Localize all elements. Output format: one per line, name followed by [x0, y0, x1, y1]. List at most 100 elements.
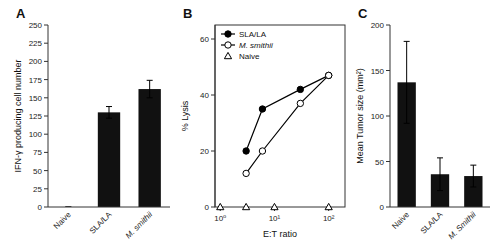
- line: [246, 75, 329, 151]
- y-tick-label: 150: [29, 94, 43, 103]
- y-tick: [44, 61, 48, 62]
- y-axis-label: % Lysis: [180, 100, 190, 131]
- series: [217, 203, 333, 209]
- y-tick: [386, 161, 390, 162]
- chart: NaiveSLA/LAM. smithii0255075100125150175…: [0, 0, 500, 252]
- point: [243, 148, 249, 154]
- bar: [98, 112, 120, 207]
- y-tick: [386, 207, 390, 208]
- plot-area: [398, 41, 483, 207]
- x-tick-label: 10²: [323, 214, 335, 223]
- y-tick: [44, 188, 48, 189]
- point: [297, 86, 303, 92]
- plot-area: [65, 80, 161, 207]
- y-tick: [44, 170, 48, 171]
- error-bar: [470, 165, 476, 187]
- y-tick-label: 0: [380, 203, 385, 212]
- panel-label: A: [16, 6, 26, 21]
- y-tick: [211, 95, 215, 96]
- point: [243, 170, 249, 176]
- point: [243, 203, 250, 209]
- legend-marker: [225, 42, 231, 48]
- error-cap: [147, 80, 153, 81]
- error-cap: [404, 123, 410, 124]
- y-tick-label: 225: [29, 39, 43, 48]
- point: [259, 148, 265, 154]
- series: [243, 72, 332, 154]
- y-tick-label: 250: [29, 21, 43, 30]
- y-tick-label: 25: [33, 185, 42, 194]
- error-cap: [470, 186, 476, 187]
- y-tick-label: 200: [371, 21, 385, 30]
- bar: [138, 89, 160, 207]
- y-tick: [211, 151, 215, 152]
- y-tick-label: 50: [375, 158, 384, 167]
- point: [297, 100, 303, 106]
- y-tick: [211, 207, 215, 208]
- error-cap: [437, 190, 443, 191]
- x-tick-label: M. smithii: [124, 210, 154, 240]
- line: [246, 75, 329, 173]
- panel-label: B: [183, 6, 192, 21]
- x-axis-line: [390, 207, 490, 208]
- x-tick-label: 10⁰: [214, 214, 226, 223]
- x-tick-label: SLA/LA: [419, 210, 445, 236]
- error-cap: [106, 118, 112, 119]
- x-tick-label: Naive: [390, 210, 411, 231]
- legend-marker: [225, 31, 231, 37]
- error-line: [406, 41, 407, 123]
- y-axis-line: [215, 25, 216, 207]
- x-tick-label: Naive: [52, 210, 73, 231]
- y-tick: [44, 116, 48, 117]
- y-tick-label: 200: [29, 57, 43, 66]
- y-axis-label: IFN-γ producing cell number: [13, 59, 23, 172]
- y-tick-label: 75: [33, 148, 42, 157]
- y-tick-label: 20: [200, 147, 209, 156]
- y-tick-label: 0: [205, 203, 210, 212]
- x-tick-label: M. Smithii: [447, 210, 478, 241]
- y-tick: [386, 25, 390, 26]
- y-tick: [386, 116, 390, 117]
- y-tick: [44, 207, 48, 208]
- x-axis-label: E:T ratio: [263, 229, 297, 239]
- legend-label: SLA/LA: [239, 30, 267, 39]
- point: [325, 72, 331, 78]
- point: [217, 203, 224, 209]
- panel: 0204060% LysisB10⁰10¹10²E:T ratioSLA/LAM…: [180, 6, 345, 239]
- y-tick-label: 100: [29, 130, 43, 139]
- point: [325, 203, 332, 209]
- error-bar: [404, 41, 410, 123]
- error-cap: [147, 97, 153, 98]
- panel: NaiveSLA/LAM. Smithii050100150200Mean Tu…: [355, 6, 490, 241]
- point: [325, 72, 331, 78]
- error-line: [440, 158, 441, 191]
- error-bar: [147, 80, 153, 97]
- y-tick: [44, 152, 48, 153]
- legend-label: Naive: [239, 52, 260, 61]
- error-bar: [106, 107, 112, 119]
- error-line: [109, 107, 110, 119]
- error-line: [149, 80, 150, 97]
- legend-label: M. smithii: [239, 41, 273, 50]
- y-tick-label: 150: [371, 67, 385, 76]
- series: [243, 72, 332, 176]
- legend: SLA/LA M. smithii Naive: [221, 30, 273, 61]
- y-tick: [44, 43, 48, 44]
- y-tick-label: 0: [38, 203, 43, 212]
- y-axis-label: Mean Tumor size (mm²): [355, 68, 365, 164]
- x-axis-line: [48, 207, 170, 208]
- plot-area: [217, 72, 333, 210]
- error-cap: [470, 165, 476, 166]
- y-tick-label: 125: [29, 112, 43, 121]
- legend-marker: [224, 52, 231, 58]
- error-cap: [437, 157, 443, 158]
- y-tick: [44, 25, 48, 26]
- error-cap: [404, 41, 410, 42]
- error-line: [473, 165, 474, 187]
- x-tick-label: SLA/LA: [88, 210, 114, 236]
- y-tick: [44, 134, 48, 135]
- point: [259, 106, 265, 112]
- error-cap: [106, 106, 112, 107]
- y-tick: [44, 79, 48, 80]
- y-tick-label: 40: [200, 91, 209, 100]
